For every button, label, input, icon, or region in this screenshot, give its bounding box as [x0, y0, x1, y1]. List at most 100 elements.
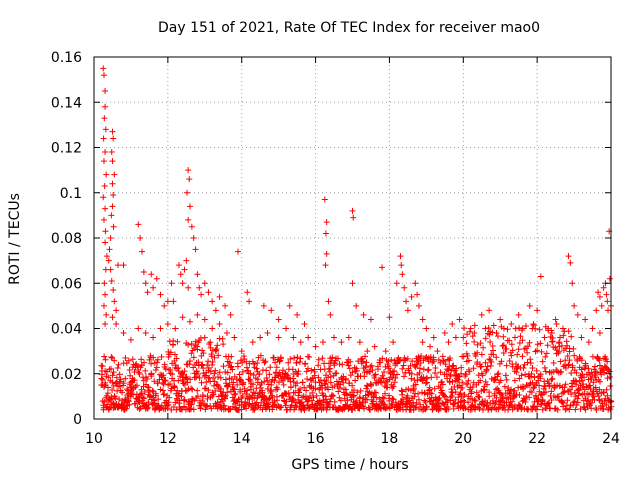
data-point — [518, 372, 525, 379]
data-point — [531, 374, 538, 381]
data-point — [187, 376, 194, 383]
data-point — [558, 342, 565, 349]
data-point — [100, 65, 107, 72]
data-point — [251, 395, 258, 402]
data-point — [537, 273, 544, 280]
data-point — [596, 293, 603, 300]
data-point — [162, 377, 169, 384]
data-point — [209, 325, 216, 332]
data-point — [141, 395, 148, 402]
data-point — [568, 391, 575, 398]
data-point — [508, 402, 515, 409]
data-point — [480, 406, 487, 413]
data-point — [184, 379, 191, 386]
data-point — [582, 316, 589, 323]
data-point — [409, 358, 416, 365]
data-point — [103, 311, 110, 318]
data-point — [235, 248, 242, 255]
data-point — [275, 334, 282, 341]
data-point — [499, 342, 506, 349]
data-point — [456, 316, 463, 323]
y-tick-label: 0.12 — [51, 141, 82, 157]
data-point — [377, 378, 384, 385]
data-point — [325, 366, 332, 373]
data-point — [310, 394, 317, 401]
data-point — [460, 353, 467, 360]
data-point — [472, 397, 479, 404]
data-point — [457, 390, 464, 397]
data-point — [453, 365, 460, 372]
data-point — [138, 390, 145, 397]
data-point — [592, 374, 599, 381]
data-point — [530, 385, 537, 392]
data-point — [322, 230, 329, 237]
data-point — [416, 365, 423, 372]
data-point — [239, 368, 246, 375]
data-point — [523, 393, 530, 400]
data-point — [560, 332, 567, 339]
data-point — [524, 359, 531, 366]
data-point — [460, 397, 467, 404]
data-point — [430, 354, 437, 361]
data-point — [251, 405, 258, 412]
data-point — [228, 353, 235, 360]
data-point — [459, 379, 466, 386]
data-point — [404, 355, 411, 362]
data-point — [463, 340, 470, 347]
data-point — [513, 369, 520, 376]
data-point — [203, 403, 210, 410]
x-tick-label: 12 — [159, 431, 177, 447]
data-point — [145, 404, 152, 411]
data-point — [201, 280, 208, 287]
data-point — [257, 334, 264, 341]
data-point — [598, 302, 605, 309]
data-point — [570, 345, 577, 352]
data-point — [368, 362, 375, 369]
data-point — [461, 325, 468, 332]
data-point — [595, 355, 602, 362]
data-point — [581, 386, 588, 393]
data-point — [100, 216, 107, 223]
data-point — [486, 389, 493, 396]
data-point — [604, 298, 611, 305]
data-point — [131, 377, 138, 384]
data-point — [432, 365, 439, 372]
data-point — [294, 380, 301, 387]
data-point — [484, 381, 491, 388]
data-point — [231, 386, 238, 393]
data-point — [394, 371, 401, 378]
data-point — [606, 373, 613, 380]
data-point — [577, 406, 584, 413]
data-point — [445, 406, 452, 413]
data-point — [391, 379, 398, 386]
data-point — [492, 399, 499, 406]
data-point — [113, 374, 120, 381]
data-point — [137, 235, 144, 241]
data-point — [186, 176, 193, 183]
data-point — [126, 366, 133, 373]
data-point — [311, 372, 318, 379]
data-point — [197, 335, 204, 342]
data-point — [102, 205, 109, 212]
data-point — [188, 340, 195, 347]
data-point — [141, 359, 148, 366]
data-point — [228, 376, 235, 383]
data-point — [277, 355, 284, 362]
data-point — [600, 389, 607, 396]
data-point — [110, 192, 117, 199]
data-point — [109, 372, 116, 379]
data-point — [247, 370, 254, 377]
data-point — [455, 376, 462, 383]
data-point — [564, 353, 571, 360]
data-point — [556, 339, 563, 346]
data-point — [211, 382, 218, 389]
data-point — [199, 397, 206, 404]
x-axis-label: GPS time / hours — [291, 457, 408, 473]
data-point — [216, 369, 223, 376]
data-point — [469, 333, 476, 340]
data-point — [308, 367, 315, 374]
data-point — [159, 387, 166, 394]
data-point — [501, 383, 508, 390]
data-point — [444, 398, 451, 405]
data-point — [508, 341, 515, 348]
